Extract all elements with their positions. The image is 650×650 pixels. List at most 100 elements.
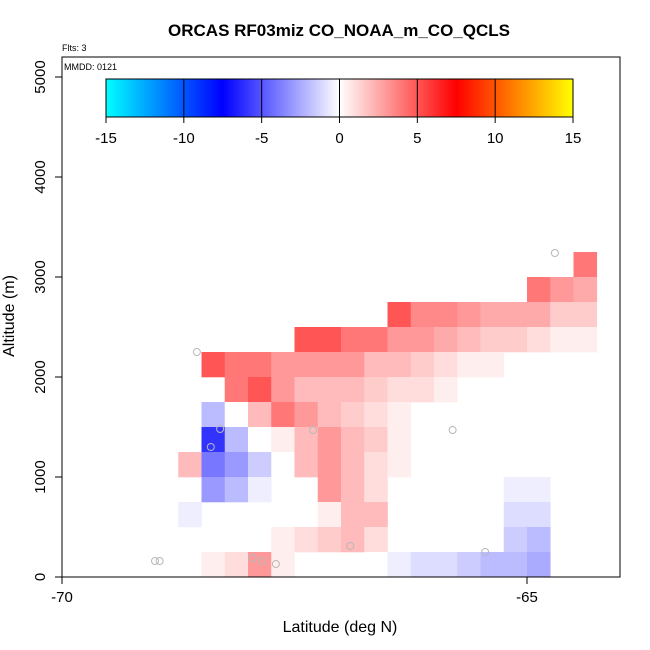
colorbar-tick-label: 10 <box>487 130 504 147</box>
y-tick-label: 3000 <box>32 260 49 293</box>
observation-point <box>155 557 164 565</box>
observation-point <box>550 249 559 257</box>
heatmap-cell <box>410 302 435 328</box>
heatmap-cell <box>294 427 319 453</box>
heatmap-cell <box>317 477 342 503</box>
observation-point <box>448 426 457 434</box>
heatmap-cell <box>527 477 551 503</box>
heatmap-cell <box>364 452 388 478</box>
heatmap-cell <box>271 377 295 403</box>
heatmap-cell <box>387 552 412 578</box>
observation-point <box>216 425 225 433</box>
heatmap-cell <box>224 452 249 478</box>
y-tick-label: 5000 <box>32 60 49 93</box>
heatmap-cell <box>271 552 295 578</box>
y-axis: 0 1000 2000 3000 4000 5000 <box>32 60 62 581</box>
heatmap-cell <box>294 377 319 403</box>
heatmap-cell <box>271 427 295 453</box>
heatmap-cell <box>527 277 551 303</box>
heatmap-cell <box>317 402 342 428</box>
x-axis: -70 -65 <box>51 577 538 606</box>
observation-point <box>309 426 318 434</box>
heatmap-cell <box>178 502 202 528</box>
heatmap-cell <box>201 477 226 503</box>
heatmap-cell <box>387 352 412 378</box>
heatmap-cell <box>341 352 365 378</box>
heatmap-cell <box>224 477 249 503</box>
y-axis-label: Altitude (m) <box>1 275 18 357</box>
heatmap-cell <box>364 352 388 378</box>
observation-point <box>481 548 490 556</box>
heatmap-cell <box>364 527 388 553</box>
heatmap-cell <box>410 352 435 378</box>
heatmap-cell <box>527 302 551 328</box>
observation-point <box>192 348 201 356</box>
heatmap-cell <box>201 427 226 453</box>
x-tick-label: -70 <box>51 589 73 606</box>
heatmap-cell <box>294 327 319 353</box>
heatmap-cell <box>224 352 249 378</box>
observation-points <box>151 249 559 568</box>
y-tick-label: 2000 <box>32 360 49 393</box>
heatmap-cell <box>294 402 319 428</box>
y-tick-label: 4000 <box>32 160 49 193</box>
x-tick-label: -65 <box>516 589 538 606</box>
heatmap-cell <box>271 402 295 428</box>
heatmap-cell <box>434 352 458 378</box>
x-axis-label: Latitude (deg N) <box>283 619 398 636</box>
heatmap-cell <box>224 402 249 428</box>
colorbar-tick-label: 0 <box>335 130 343 147</box>
heatmap-cell <box>294 452 319 478</box>
heatmap-cell <box>434 327 458 353</box>
flights-label: Flts: 3 <box>62 43 87 53</box>
heatmap-cell <box>573 327 598 353</box>
colorbar-tick-label: -5 <box>255 130 268 147</box>
y-tick-label: 0 <box>32 573 49 581</box>
heatmap-cell <box>271 527 295 553</box>
heatmap-cell <box>248 552 272 578</box>
heatmap-cell <box>364 477 388 503</box>
heatmap-cells <box>178 252 598 578</box>
heatmap-cell <box>341 477 365 503</box>
heatmap-cell <box>410 377 435 403</box>
heatmap-cell <box>550 302 574 328</box>
heatmap-cell <box>364 502 388 528</box>
heatmap-cell <box>224 552 249 578</box>
heatmap-cell <box>364 427 388 453</box>
heatmap-cell <box>201 402 226 428</box>
heatmap-cell <box>224 377 249 403</box>
heatmap-cell <box>248 477 272 503</box>
heatmap-cell <box>550 327 574 353</box>
colorbar-tick-label: -10 <box>173 130 195 147</box>
heatmap-cell <box>457 327 481 353</box>
heatmap-cell <box>527 502 551 528</box>
heatmap-cell <box>317 502 342 528</box>
heatmap-cell <box>317 527 342 553</box>
heatmap-cell <box>178 452 202 478</box>
heatmap-cell <box>387 402 412 428</box>
heatmap-cell <box>527 327 551 353</box>
heatmap-cell <box>434 377 458 403</box>
colorbar-tick-label: -15 <box>95 130 117 147</box>
heatmap-cell <box>248 427 272 453</box>
heatmap-cell <box>457 352 481 378</box>
heatmap-cell <box>434 552 458 578</box>
heatmap-cell <box>341 502 365 528</box>
heatmap-cell <box>248 352 272 378</box>
heatmap-cell <box>387 452 412 478</box>
heatmap-cell <box>434 302 458 328</box>
heatmap-cell <box>573 277 598 303</box>
heatmap-cell <box>503 502 528 528</box>
heatmap-cell <box>573 302 598 328</box>
heatmap-cell <box>271 352 295 378</box>
heatmap-cell <box>550 277 574 303</box>
heatmap-cell <box>271 452 295 478</box>
heatmap-cell <box>248 452 272 478</box>
heatmap-cell <box>201 552 226 578</box>
heatmap-cell <box>224 427 249 453</box>
observation-point <box>257 557 266 565</box>
colorbar-tick-label: 5 <box>413 130 421 147</box>
heatmap-cell <box>503 552 528 578</box>
observation-point <box>151 557 159 565</box>
